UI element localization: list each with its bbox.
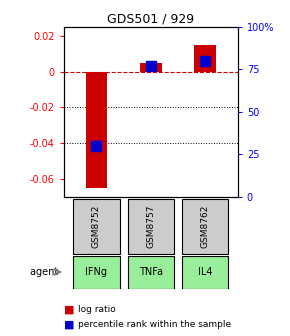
- FancyBboxPatch shape: [182, 256, 228, 289]
- Text: IFNg: IFNg: [86, 267, 107, 277]
- Text: GSM8752: GSM8752: [92, 204, 101, 248]
- Text: GSM8757: GSM8757: [146, 204, 155, 248]
- Text: TNFa: TNFa: [139, 267, 163, 277]
- Point: [148, 63, 153, 69]
- Text: percentile rank within the sample: percentile rank within the sample: [78, 320, 231, 329]
- Point: [94, 143, 99, 149]
- FancyBboxPatch shape: [128, 199, 174, 254]
- FancyBboxPatch shape: [128, 256, 174, 289]
- Bar: [140, 62, 162, 72]
- Bar: [86, 72, 107, 188]
- Text: ■: ■: [64, 304, 74, 314]
- Title: GDS501 / 929: GDS501 / 929: [107, 13, 194, 26]
- Text: log ratio: log ratio: [78, 305, 116, 314]
- Bar: [194, 45, 216, 72]
- Text: IL4: IL4: [198, 267, 212, 277]
- Text: ■: ■: [64, 319, 74, 329]
- FancyBboxPatch shape: [182, 199, 228, 254]
- FancyBboxPatch shape: [73, 199, 119, 254]
- FancyBboxPatch shape: [73, 256, 119, 289]
- Point: [203, 58, 208, 64]
- Text: agent: agent: [30, 267, 61, 277]
- Text: GSM8762: GSM8762: [201, 204, 210, 248]
